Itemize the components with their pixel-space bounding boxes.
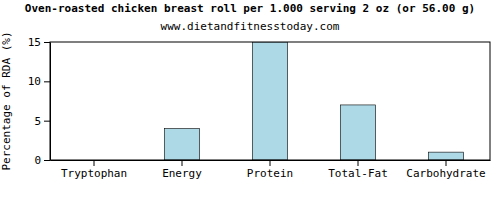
x-tick-label: Energy <box>162 167 202 180</box>
x-tick-label: Total-Fat <box>328 167 388 180</box>
x-tick: Total-Fat <box>328 160 388 180</box>
x-tick-mark <box>446 160 447 166</box>
y-tick-mark <box>44 160 50 161</box>
bar <box>428 152 463 160</box>
x-tick: Energy <box>162 160 202 180</box>
y-tick: 10 <box>28 75 50 88</box>
bar <box>252 42 287 160</box>
x-tick: Protein <box>247 160 293 180</box>
subtitle: www.dietandfitnesstoday.com <box>161 20 340 33</box>
plot-frame <box>50 42 490 160</box>
bar <box>164 129 199 160</box>
chart: 0 5 10 15 Tryptophan Energy Protein Total-Fat Ca… <box>0 0 500 200</box>
y-tick: 15 <box>28 36 50 49</box>
y-tick-mark <box>44 42 50 43</box>
x-tick-mark <box>358 160 359 166</box>
y-tick: 5 <box>34 115 50 128</box>
y-tick-label: 0 <box>34 154 41 167</box>
x-tick: Tryptophan <box>61 160 127 180</box>
y-tick-label: 5 <box>34 115 41 128</box>
title: Oven-roasted chicken breast roll per 1.0… <box>25 2 475 15</box>
y-axis-title: Percentage of RDA (%) <box>0 31 13 170</box>
plot: 0 5 10 15 Tryptophan Energy Protein Total-Fat Ca… <box>28 36 491 180</box>
x-tick-label: Tryptophan <box>61 167 127 180</box>
y-tick-mark <box>44 121 50 122</box>
y-axis-line <box>50 43 51 161</box>
y-tick-label: 10 <box>28 75 41 88</box>
x-tick: Carbohydrate <box>406 160 485 180</box>
x-tick-label: Carbohydrate <box>406 167 485 180</box>
x-tick-label: Protein <box>247 167 293 180</box>
x-tick-mark <box>94 160 95 166</box>
y-tick-label: 15 <box>28 36 41 49</box>
x-tick-mark <box>182 160 183 166</box>
x-axis: Tryptophan Energy Protein Total-Fat Carbohyd… <box>51 160 491 180</box>
bar <box>340 105 375 160</box>
bars <box>164 42 463 160</box>
x-tick-mark <box>270 160 271 166</box>
y-axis: 0 5 10 15 <box>28 36 51 167</box>
y-tick-mark <box>44 81 50 82</box>
y-tick: 0 <box>34 154 50 167</box>
